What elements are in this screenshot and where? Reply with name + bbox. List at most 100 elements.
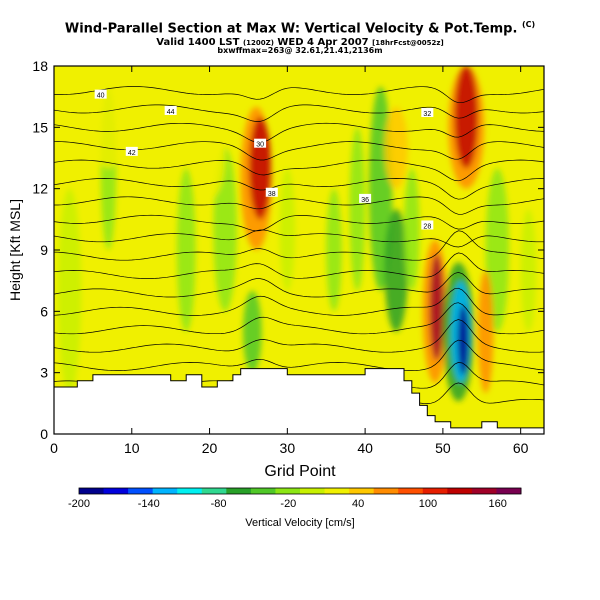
- y-tick-label: 3: [40, 365, 48, 381]
- field-cell: [57, 188, 82, 394]
- colorbar-swatch: [471, 488, 497, 494]
- x-tick-label: 30: [280, 440, 296, 456]
- copyright-mark: (C): [521, 20, 536, 29]
- colorbar-swatch: [79, 488, 105, 494]
- theta-contour: [54, 230, 544, 261]
- y-tick-label: 18: [32, 58, 48, 74]
- field-cell: [384, 106, 408, 189]
- theta-label-bg: [265, 187, 278, 197]
- theta-label-bg: [125, 146, 138, 156]
- colorbar-swatch: [226, 488, 252, 494]
- colorbar-tick-label: -20: [280, 498, 296, 510]
- colorbar-swatch: [422, 488, 448, 494]
- theta-contour: [54, 214, 544, 232]
- field-cell: [139, 127, 156, 250]
- x-axis: 0 10 20 30 40 50 60: [50, 66, 529, 456]
- x-tick-label: 20: [202, 440, 218, 456]
- theta-label: 42: [128, 150, 136, 157]
- theta-contour: [54, 252, 544, 279]
- colorbar-swatch: [128, 488, 154, 494]
- colorbar-swatch: [373, 488, 399, 494]
- field-cell: [176, 168, 196, 332]
- theta-contour: [54, 196, 544, 215]
- colorbar: -200 -140 -80 -20 40 100 160: [68, 487, 522, 510]
- field-cell: [249, 117, 271, 220]
- field-cell: [457, 305, 469, 375]
- theta-contour: [54, 229, 544, 248]
- theta-contour: [54, 319, 544, 353]
- theta-contour: [54, 178, 544, 200]
- x-tick-label: 0: [50, 440, 58, 456]
- colorbar-swatch: [349, 488, 375, 494]
- chart-title: Wind-Parallel Section at Max W: Vertical…: [64, 20, 536, 37]
- colorbar-tick-label: 160: [489, 498, 507, 510]
- x-axis-title: Grid Point: [264, 463, 336, 480]
- colorbar-swatch: [398, 488, 424, 494]
- colorbar-swatch: [103, 488, 129, 494]
- colorbar-swatch: [250, 488, 276, 494]
- field-cell: [384, 209, 408, 332]
- colorbar-tick-label: 40: [352, 498, 364, 510]
- velocity-field: [54, 66, 544, 434]
- colorbar-swatch: [177, 488, 203, 494]
- chart-subtitle: Valid 1400 LST (1200Z) WED 4 Apr 2007 [1…: [156, 37, 444, 48]
- theta-contour: [54, 159, 544, 182]
- theta-label-bg: [359, 193, 372, 203]
- theta-label: 32: [423, 111, 431, 118]
- theta-contour: [54, 86, 544, 104]
- theta-label: 40: [97, 93, 105, 100]
- theta-contour: [54, 339, 544, 371]
- x-tick-label: 40: [357, 440, 373, 456]
- field-cell: [326, 188, 342, 312]
- colorbar-tick-label: 100: [419, 498, 437, 510]
- theta-contour: [54, 104, 544, 122]
- theta-label-bg: [421, 108, 434, 118]
- terrain-mask: [53, 368, 545, 435]
- y-tick-label: 0: [40, 426, 48, 442]
- colorbar-label: Vertical Velocity [cm/s]: [245, 517, 354, 529]
- theta-label-bg: [254, 138, 267, 148]
- theta-label: 30: [256, 142, 264, 149]
- colorbar-swatch: [447, 488, 473, 494]
- field-cell: [454, 66, 478, 169]
- colorbar-tick-label: -200: [68, 498, 90, 510]
- chart-location-line: bxwffmax=263@ 32.61,21.41,2136m: [217, 46, 383, 55]
- y-tick-label: 12: [32, 181, 48, 197]
- theta-label-bg: [421, 220, 434, 230]
- colorbar-swatch: [201, 488, 227, 494]
- field-cell: [243, 290, 262, 373]
- colorbar-swatch: [496, 488, 522, 494]
- field-cell: [477, 270, 494, 394]
- field-cell: [520, 209, 537, 332]
- field-cell: [429, 254, 444, 361]
- colorbar-tick-label: -80: [211, 498, 227, 510]
- field-cell: [349, 127, 366, 291]
- theta-contour: [54, 122, 544, 143]
- x-tick-label: 60: [513, 440, 529, 456]
- theta-label-bg: [164, 105, 177, 115]
- theta-label: 36: [361, 197, 369, 204]
- colorbar-swatch: [300, 488, 326, 494]
- theta-label: 38: [268, 191, 276, 198]
- colorbar-swatch: [324, 488, 350, 494]
- field-cell: [404, 168, 420, 291]
- theta-label: 44: [167, 109, 175, 116]
- field-cell: [485, 168, 510, 332]
- theta-contour: [54, 287, 544, 316]
- theta-label: 28: [423, 223, 431, 230]
- x-tick-label: 10: [124, 440, 140, 456]
- theta-contours: 40 44 38 42 36 32 30 28: [54, 86, 544, 408]
- field-cell: [92, 86, 124, 169]
- x-tick-label: 50: [435, 440, 451, 456]
- y-axis-title: Height [Kft MSL]: [7, 199, 23, 301]
- y-tick-label: 6: [40, 303, 48, 319]
- colorbar-swatch: [275, 488, 301, 494]
- colorbar-tick-label: -140: [138, 498, 160, 510]
- theta-contour: [54, 302, 544, 335]
- y-tick-label: 15: [32, 119, 48, 135]
- field-cell: [279, 168, 296, 291]
- colorbar-swatch: [152, 488, 178, 494]
- theta-contour: [54, 272, 544, 298]
